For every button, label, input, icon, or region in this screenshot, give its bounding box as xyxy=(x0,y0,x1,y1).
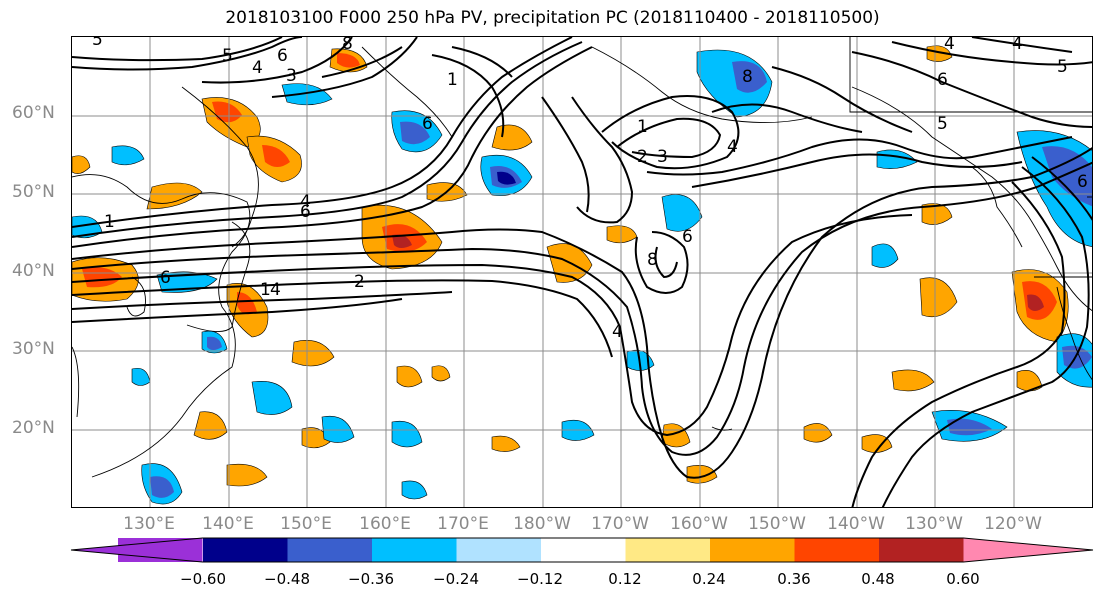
lat-label: 30°N xyxy=(12,339,55,359)
colorbar-label: −0.60 xyxy=(180,570,226,588)
lat-label: 50°N xyxy=(12,182,55,202)
lat-label: 60°N xyxy=(12,103,55,123)
lat-label: 40°N xyxy=(12,261,55,281)
colorbar-label: −0.24 xyxy=(433,570,479,588)
colorbar-cell xyxy=(879,538,964,562)
lon-label: 160°E xyxy=(359,514,411,534)
contour-label: 8 xyxy=(342,37,353,54)
contour-label: 5 xyxy=(937,114,948,134)
contour-label: 4 xyxy=(252,58,263,78)
contour-label: 4 xyxy=(270,280,281,300)
colorbar-label: 0.48 xyxy=(861,570,895,588)
contour-label: 1 xyxy=(637,117,648,137)
contour-label: 6 xyxy=(300,202,311,222)
contour-label: 5 xyxy=(92,37,103,50)
contour-label: 1 xyxy=(260,280,271,300)
lat-label: 20°N xyxy=(12,418,55,438)
contour-label: 6 xyxy=(1077,172,1088,192)
colorbar-cell xyxy=(456,538,541,562)
lon-label: 160°W xyxy=(670,514,728,534)
contour-label: 4 xyxy=(1012,37,1023,54)
contour-label: 1 xyxy=(447,70,458,90)
lon-label: 150°W xyxy=(748,514,806,534)
colorbar-cell xyxy=(203,538,288,562)
colorbar-cell xyxy=(287,538,372,562)
pv-contours xyxy=(72,37,1092,507)
contour-label: 4 xyxy=(727,137,738,157)
lon-label: 180°W xyxy=(513,514,571,534)
contour-label: 2 xyxy=(637,147,648,167)
colorbar-label: −0.48 xyxy=(264,570,310,588)
lon-label: 140°E xyxy=(202,514,254,534)
contour-label: 8 xyxy=(647,250,658,270)
colorbar-cell xyxy=(710,538,795,562)
contour-label: 6 xyxy=(160,268,171,288)
contour-label: 5 xyxy=(222,46,233,66)
contour-label: 5 xyxy=(1057,57,1068,77)
colorbar-label: 0.12 xyxy=(608,570,642,588)
lon-label: 150°E xyxy=(280,514,332,534)
map-title: 2018103100 F000 250 hPa PV, precipitatio… xyxy=(225,8,880,28)
contour-label: 6 xyxy=(277,46,288,66)
contour-label: 8 xyxy=(742,67,753,87)
lon-label: 130°E xyxy=(123,514,175,534)
lon-label: 170°E xyxy=(437,514,489,534)
colorbar-label: 0.60 xyxy=(946,570,980,588)
coastlines xyxy=(72,37,1092,478)
contour-label: 1 xyxy=(104,212,115,232)
lon-label: 130°W xyxy=(905,514,963,534)
contour-label: 6 xyxy=(422,114,433,134)
lon-label: 120°W xyxy=(984,514,1042,534)
pv-contour-labels: 1 2 4 4 6 6 1 5 4 3 6 8 1 2 3 4 8 8 6 4 … xyxy=(92,37,1088,342)
colorbar xyxy=(70,537,1094,563)
colorbar-cell xyxy=(794,538,879,562)
contour-label: 3 xyxy=(286,66,297,86)
contour-label: 4 xyxy=(944,37,955,54)
colorbar-label: 0.36 xyxy=(777,570,811,588)
colorbar-label: 0.24 xyxy=(692,570,726,588)
lat-lon-grid xyxy=(72,37,1092,507)
colorbar-outline xyxy=(70,537,1094,563)
map-canvas: 1 2 4 4 6 6 1 5 4 3 6 8 1 2 3 4 8 8 6 4 … xyxy=(72,37,1092,507)
colorbar-extend-high xyxy=(963,538,1093,562)
colorbar-cell xyxy=(541,538,626,562)
lon-label: 140°W xyxy=(827,514,885,534)
contour-label: 4 xyxy=(300,192,311,212)
contour-label: 6 xyxy=(937,70,948,90)
colorbar-label: −0.12 xyxy=(517,570,563,588)
colorbar-cell xyxy=(625,538,710,562)
colorbar-cell xyxy=(372,538,457,562)
contour-label: 2 xyxy=(354,272,365,292)
contour-label: 4 xyxy=(612,322,623,342)
contour-label: 6 xyxy=(682,227,693,247)
map-panel: 1 2 4 4 6 6 1 5 4 3 6 8 1 2 3 4 8 8 6 4 … xyxy=(71,36,1093,508)
lon-label: 170°W xyxy=(591,514,649,534)
colorbar-label: −0.36 xyxy=(348,570,394,588)
contour-label: 3 xyxy=(657,147,668,167)
